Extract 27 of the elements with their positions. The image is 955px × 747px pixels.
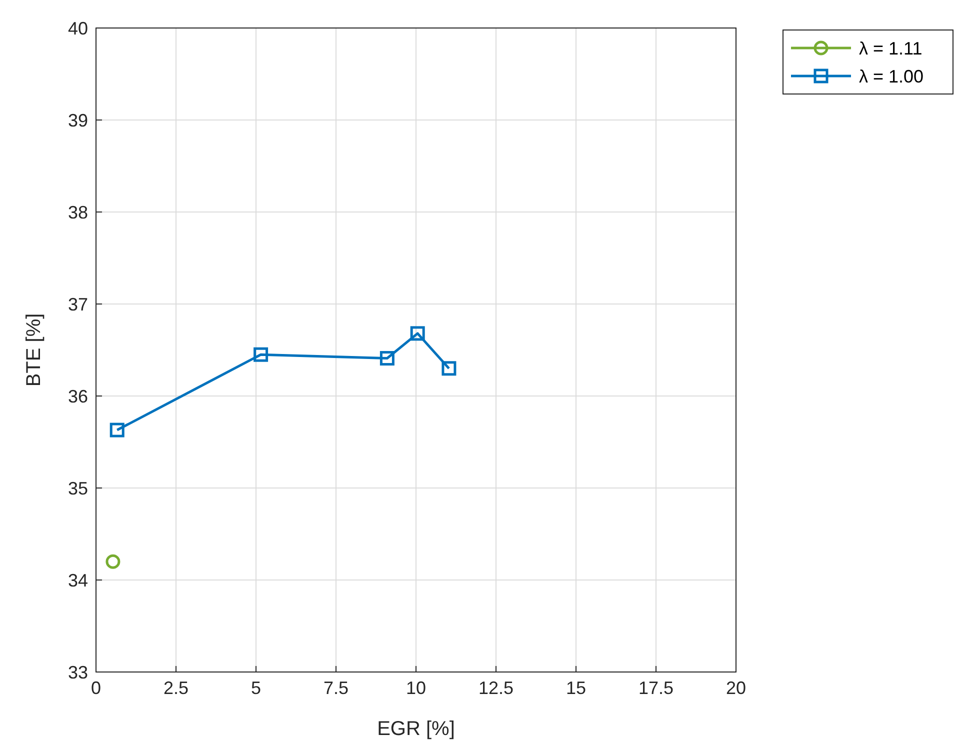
point (110, 422, 124, 438)
point (106, 554, 120, 569)
y-tick-label: 40 (68, 18, 88, 38)
x-tick-label: 10 (406, 678, 426, 698)
y-tick-label: 33 (68, 662, 88, 682)
y-tick-label: 38 (68, 202, 88, 222)
x-tick-label: 20 (726, 678, 746, 698)
y-tick-label: 36 (68, 386, 88, 406)
x-tick-label: 17.5 (638, 678, 674, 698)
point (254, 347, 268, 362)
legend-label: λ = 1.00 (859, 66, 924, 86)
point (410, 326, 425, 341)
y-tick-label: 37 (68, 294, 88, 314)
y-tick-label: 35 (68, 478, 88, 498)
y-tick-label: 34 (68, 570, 88, 590)
x-tick-label: 7.5 (323, 678, 349, 698)
x-tick-label: 12.5 (478, 678, 514, 698)
legend-label: λ = 1.11 (859, 38, 922, 58)
y-tick-label: 39 (68, 110, 88, 130)
point (442, 361, 456, 376)
x-tick-label: 15 (566, 678, 586, 698)
x-axis-title: EGR [%] (377, 718, 455, 740)
point (380, 351, 394, 366)
x-tick-label: 2.5 (163, 678, 189, 698)
x-tick-label: 0 (90, 678, 102, 698)
y-axis-title: BTE [%] (23, 313, 45, 387)
x-tick-label: 5 (250, 678, 262, 698)
